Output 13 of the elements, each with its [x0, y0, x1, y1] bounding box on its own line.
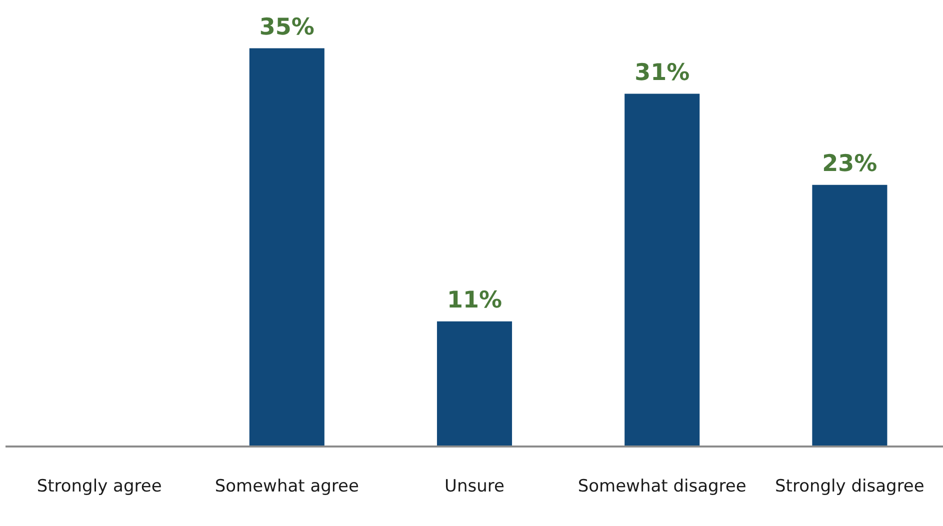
data-label: 11%	[446, 287, 502, 314]
data-label: 35%	[259, 14, 314, 40]
bar	[249, 48, 324, 446]
x-tick-label: Strongly disagree	[775, 476, 924, 496]
x-tick-label: Somewhat disagree	[578, 476, 746, 496]
bar	[436, 321, 512, 446]
data-label: 31%	[634, 60, 690, 86]
bar	[624, 94, 700, 446]
x-tick-label: Unsure	[444, 476, 504, 496]
x-tick-label: Strongly agree	[36, 476, 162, 496]
data-label: 23%	[822, 150, 878, 177]
bar	[812, 184, 888, 446]
x-tick-label: Somewhat agree	[214, 476, 359, 496]
